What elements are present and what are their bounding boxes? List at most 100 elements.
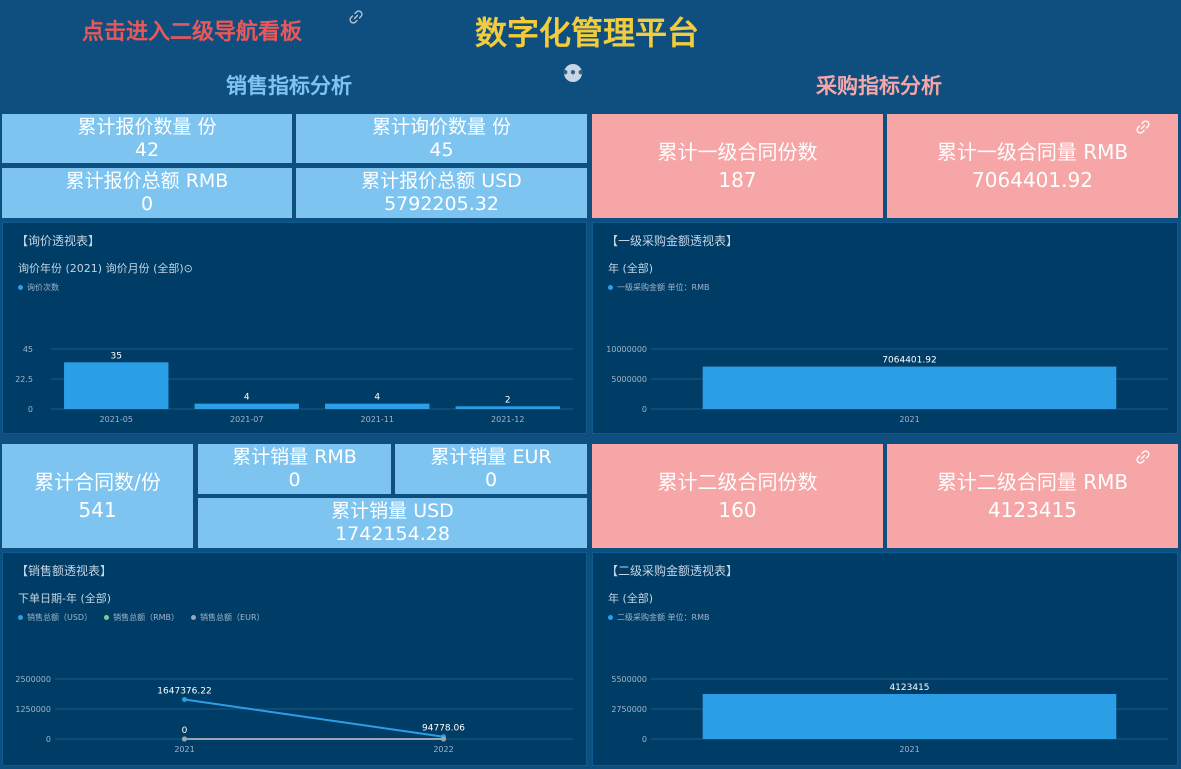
legend-item[interactable]: 询价次数: [18, 282, 59, 293]
data-label: 0: [182, 726, 188, 736]
kpi-inquiry-count: 累计询价数量 份 45: [296, 114, 587, 163]
inquiry-bar-chart: 0 22.5 45 2021-05 2021-07 2021-11 2021-12 35 4 4 2: [15, 345, 573, 424]
y-tick-label: 2500000: [15, 675, 51, 684]
kpi-label: 累计二级合同份数: [657, 470, 818, 494]
x-tick-label: 2021: [899, 745, 919, 754]
y-tick-label: 45: [23, 345, 33, 354]
y-tick-label: 0: [642, 735, 647, 744]
kpi-contracts: 累计合同数/份 541: [2, 444, 193, 548]
l1-purchase-chart-panel: 【一级采购金额透视表】 年 (全部) 一级采购金额 单位：RMB 0 500000…: [592, 222, 1178, 434]
series-point: [182, 736, 187, 742]
page-title: 数字化管理平台: [475, 14, 700, 52]
data-label: 94778.06: [422, 724, 465, 734]
inquiry-chart-panel: 【询价透视表】 询价年份 (2021) 询价月份 (全部)⊙ 询价次数 0 22.…: [2, 222, 587, 434]
kpi-label: 累计合同数/份: [34, 470, 161, 494]
kpi-value: 4123415: [987, 498, 1078, 522]
l2-purchase-bar-chart: 0 2750000 5500000 2021 4123415: [611, 675, 1168, 754]
kpi-label: 累计报价总额 RMB: [65, 170, 229, 192]
y-tick-label: 10000000: [606, 345, 647, 354]
legend-item[interactable]: 销售总额（EUR）: [191, 612, 265, 623]
kpi-value: 0: [140, 193, 154, 215]
series-point: [441, 736, 446, 742]
kpi-label: 累计销量 RMB: [232, 446, 357, 468]
link-icon[interactable]: [349, 10, 363, 24]
panel-filter[interactable]: 年 (全部): [608, 592, 654, 605]
kpi-value: 187: [718, 168, 757, 192]
kpi-value: 0: [288, 469, 301, 491]
kpi-label: 累计二级合同量 RMB: [936, 470, 1129, 494]
kpi-value: 45: [429, 138, 454, 161]
bar: [702, 366, 1117, 409]
kpi-label: 累计报价总额 USD: [361, 170, 522, 192]
sales-chart-panel: 【销售额透视表】 下单日期-年 (全部) 销售总额（USD） 销售总额（RMB）…: [2, 552, 587, 766]
series-point: [182, 696, 187, 702]
panel-title: 【询价透视表】: [16, 234, 101, 248]
kpi-quote-usd: 累计报价总额 USD 5792205.32: [296, 168, 587, 218]
panel-filter[interactable]: 下单日期-年 (全部): [18, 592, 112, 605]
x-tick-label: 2021-07: [230, 415, 263, 424]
x-tick-label: 2021: [899, 415, 919, 424]
y-tick-label: 2750000: [611, 705, 647, 714]
y-tick-label: 5500000: [611, 675, 647, 684]
kpi-value: 1742154.28: [335, 523, 450, 545]
l2-purchase-chart-panel: 【二级采购金额透视表】 年 (全部) 二级采购金额 单位：RMB 0 275000…: [592, 552, 1178, 766]
kpi-value: 541: [78, 498, 117, 522]
kpi-label: 累计报价数量 份: [77, 115, 217, 138]
kpi-label: 累计销量 USD: [331, 500, 454, 522]
data-label: 4123415: [889, 683, 929, 693]
bar: [64, 362, 169, 409]
panel-filter[interactable]: 询价年份 (2021) 询价月份 (全部)⊙: [18, 262, 193, 275]
legend-item[interactable]: 二级采购金额 单位：RMB: [608, 612, 710, 623]
purchase-section-title: 采购指标分析: [816, 74, 942, 98]
kpi-label: 累计询价数量 份: [371, 115, 512, 138]
x-tick-label: 2021: [174, 745, 194, 754]
kpi-value: 160: [718, 498, 757, 522]
bar: [325, 403, 430, 409]
data-label: 35: [111, 351, 122, 361]
legend-item[interactable]: 销售总额（USD）: [18, 612, 92, 623]
kpi-quote-count: 累计报价数量 份 42: [2, 114, 292, 163]
legend-item[interactable]: 销售总额（RMB）: [104, 612, 179, 623]
kpi-quote-rmb: 累计报价总额 RMB 0: [2, 168, 292, 218]
legend-item[interactable]: 一级采购金额 单位：RMB: [608, 282, 710, 293]
kpi-value: 42: [134, 138, 160, 161]
series-line: [184, 698, 444, 738]
kpi-sales-usd: 累计销量 USD 1742154.28: [198, 498, 587, 548]
panel-title: 【销售额透视表】: [16, 564, 113, 578]
y-tick-label: 0: [28, 405, 33, 414]
sales-line-chart: 0 1250000 2500000 2021 2022 1647376.22 94778.0…: [15, 675, 573, 754]
nav-link-secondary-dashboard[interactable]: 点击进入二级导航看板: [82, 20, 303, 45]
kpi-sales-rmb: 累计销量 RMB 0: [198, 444, 391, 494]
panel-filter[interactable]: 年 (全部): [608, 262, 654, 275]
bar: [455, 406, 560, 409]
panel-title: 【一级采购金额透视表】: [606, 234, 739, 248]
bar: [194, 403, 299, 409]
kpi-value: 5792205.32: [384, 193, 499, 215]
link-icon[interactable]: [1136, 450, 1150, 464]
chart-legend: 二级采购金额 单位：RMB: [608, 612, 710, 623]
panel-title: 【二级采购金额透视表】: [606, 564, 739, 578]
kpi-l1-contracts: 累计一级合同份数 187: [592, 114, 883, 218]
more-horizontal-icon[interactable]: •••: [561, 64, 585, 82]
data-label: 2: [505, 395, 511, 405]
kpi-label: 累计一级合同量 RMB: [936, 140, 1129, 164]
y-tick-label: 0: [46, 735, 51, 744]
sales-section-title: 销售指标分析: [226, 74, 352, 98]
x-tick-label: 2022: [433, 745, 453, 754]
bar: [702, 694, 1117, 739]
x-tick-label: 2021-12: [491, 415, 524, 424]
link-icon[interactable]: [1136, 120, 1150, 134]
data-label: 1647376.22: [157, 686, 211, 696]
chart-legend: 销售总额（USD） 销售总额（RMB） 销售总额（EUR）: [18, 612, 265, 623]
kpi-label: 累计销量 EUR: [430, 446, 552, 468]
kpi-l1-amount: 累计一级合同量 RMB 7064401.92: [887, 114, 1178, 218]
kpi-sales-eur: 累计销量 EUR 0: [395, 444, 587, 494]
data-label: 4: [244, 393, 250, 403]
l1-purchase-bar-chart: 0 5000000 10000000 2021 7064401.92: [606, 345, 1168, 424]
kpi-l2-contracts: 累计二级合同份数 160: [592, 444, 883, 548]
kpi-value: 0: [484, 469, 498, 491]
kpi-label: 累计一级合同份数: [657, 140, 818, 164]
kpi-l2-amount: 累计二级合同量 RMB 4123415: [887, 444, 1178, 548]
x-tick-label: 2021-11: [361, 415, 394, 424]
y-tick-label: 1250000: [15, 705, 51, 714]
